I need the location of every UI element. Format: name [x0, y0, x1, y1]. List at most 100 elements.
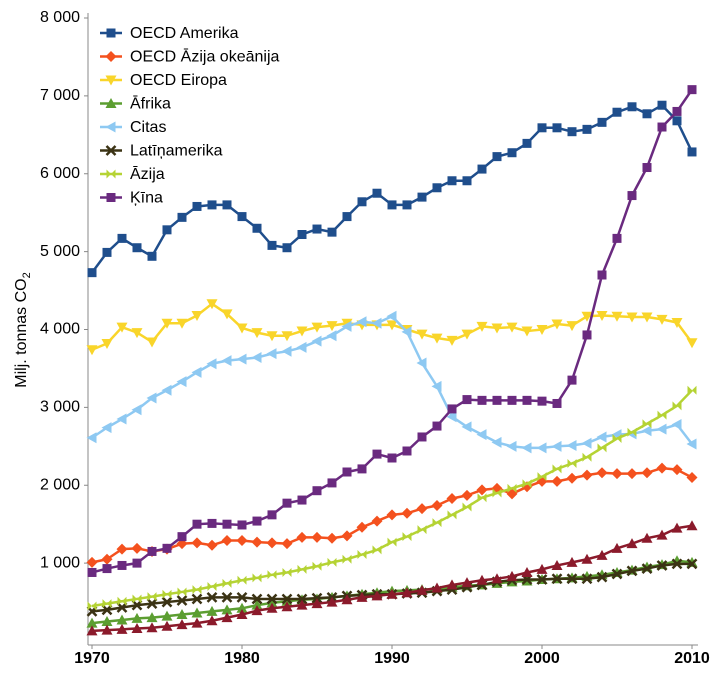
marker — [266, 602, 278, 613]
marker — [296, 593, 308, 605]
marker — [401, 507, 413, 519]
y-axis-label-text: Milj. tonnas CO — [13, 278, 30, 387]
marker — [311, 335, 322, 347]
marker — [401, 587, 413, 598]
marker — [582, 330, 592, 340]
marker — [462, 502, 472, 512]
marker — [566, 321, 578, 332]
marker — [672, 401, 682, 411]
x-tick-label: 2000 — [524, 650, 560, 667]
marker — [566, 472, 578, 484]
marker — [297, 229, 307, 239]
marker — [686, 338, 698, 349]
marker — [552, 464, 562, 474]
legend-label: Citas — [130, 119, 166, 136]
marker — [191, 617, 203, 628]
marker — [252, 223, 262, 233]
y-tick-label: 8 000 — [40, 9, 80, 26]
marker — [191, 366, 202, 378]
marker — [101, 422, 112, 434]
marker — [116, 602, 128, 613]
marker — [611, 542, 623, 553]
marker — [476, 574, 488, 585]
marker — [626, 312, 638, 323]
y-tick-label: 3 000 — [40, 399, 80, 416]
marker — [342, 467, 352, 477]
marker — [251, 536, 263, 548]
marker — [192, 585, 202, 595]
marker — [236, 609, 248, 620]
marker — [641, 467, 653, 479]
marker — [105, 121, 116, 133]
marker — [116, 623, 128, 634]
marker — [522, 479, 532, 489]
marker — [611, 311, 623, 322]
marker — [567, 375, 577, 385]
marker — [567, 127, 577, 137]
legend: OECD Amerika OECD Āzija okeānija OECD Eiro… — [100, 25, 280, 207]
marker — [266, 593, 278, 605]
marker — [106, 28, 116, 38]
marker — [552, 398, 562, 408]
marker — [132, 594, 142, 604]
marker — [312, 486, 322, 496]
marker — [251, 352, 262, 364]
marker — [131, 328, 143, 339]
marker — [101, 553, 113, 565]
marker — [237, 575, 247, 585]
legend-label: OECD Eiropa — [130, 72, 227, 89]
marker — [161, 384, 172, 396]
marker — [131, 404, 142, 416]
marker — [537, 396, 547, 406]
marker — [506, 440, 517, 452]
marker — [507, 483, 517, 493]
marker — [432, 518, 442, 528]
marker — [327, 227, 337, 237]
marker — [402, 532, 412, 542]
marker — [146, 612, 158, 623]
marker — [477, 493, 487, 503]
marker — [566, 556, 578, 567]
marker — [116, 614, 128, 625]
x-tick-label: 2010 — [674, 650, 710, 667]
marker — [627, 191, 637, 201]
marker — [536, 574, 548, 585]
marker — [447, 510, 457, 520]
marker — [106, 169, 116, 179]
marker — [551, 475, 563, 487]
legend-label: Āfrika — [130, 95, 171, 113]
marker — [581, 573, 593, 585]
y-tick-label: 1 000 — [40, 554, 80, 571]
marker — [446, 579, 458, 590]
marker — [117, 560, 127, 570]
marker — [327, 478, 337, 488]
marker — [521, 442, 532, 454]
marker — [387, 537, 397, 547]
marker — [671, 317, 683, 328]
marker — [87, 601, 97, 611]
marker — [267, 570, 277, 580]
marker — [281, 345, 292, 357]
marker — [611, 568, 623, 580]
marker — [581, 437, 592, 449]
marker — [611, 468, 623, 480]
marker — [161, 620, 173, 631]
marker — [596, 310, 608, 321]
marker — [416, 503, 428, 515]
x-tick-label: 1980 — [224, 650, 260, 667]
marker — [657, 410, 667, 420]
marker — [402, 200, 412, 210]
marker — [537, 123, 547, 133]
marker — [86, 617, 98, 628]
marker — [131, 623, 143, 634]
marker — [176, 609, 188, 620]
marker — [162, 589, 172, 599]
marker — [672, 116, 682, 126]
series-line — [90, 103, 694, 274]
marker — [162, 543, 172, 553]
marker — [431, 333, 443, 344]
marker — [342, 554, 352, 564]
marker — [582, 452, 592, 462]
marker — [671, 522, 683, 533]
marker — [521, 566, 533, 577]
